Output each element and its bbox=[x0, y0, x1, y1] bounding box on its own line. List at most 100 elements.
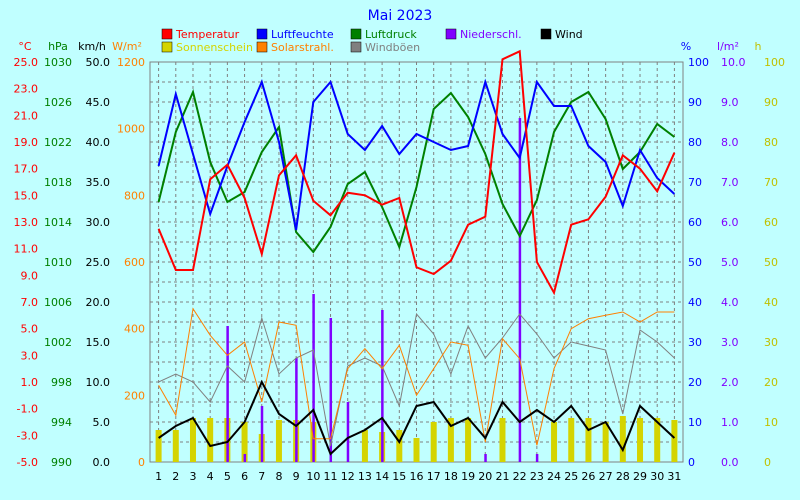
x-tick-label: 8 bbox=[275, 470, 282, 483]
legend-swatch bbox=[350, 41, 362, 53]
y-tick-label-humidity: 50 bbox=[688, 256, 702, 269]
sunshine-bar bbox=[155, 430, 162, 462]
sunshine-bar bbox=[585, 418, 592, 462]
y-tick-label-solar: 1000 bbox=[117, 123, 145, 136]
sunshine-bar bbox=[241, 422, 248, 462]
x-tick-label: 31 bbox=[667, 470, 681, 483]
legend-swatch bbox=[161, 28, 173, 40]
legend-label: Sonnenschein bbox=[176, 41, 253, 54]
y-tick-label-precip: 6.0 bbox=[721, 216, 739, 229]
x-tick-label: 19 bbox=[461, 470, 475, 483]
y-tick-label-humidity: 90 bbox=[688, 96, 702, 109]
y-tick-label-sunshine: 20 bbox=[764, 376, 778, 389]
x-tick-label: 17 bbox=[427, 470, 441, 483]
y-tick-label-temp: 1.0 bbox=[21, 376, 39, 389]
y-tick-label-sunshine: 100 bbox=[764, 56, 785, 69]
y-tick-label-temp: -5.0 bbox=[17, 456, 38, 469]
y-tick-label-pressure: 998 bbox=[51, 376, 72, 389]
y-tick-label-solar: 0 bbox=[138, 456, 145, 469]
y-tick-label-sunshine: 0 bbox=[764, 456, 771, 469]
y-tick-label-pressure: 1026 bbox=[44, 96, 72, 109]
y-tick-label-solar: 1200 bbox=[117, 56, 145, 69]
y-tick-label-precip: 4.0 bbox=[721, 296, 739, 309]
y-tick-label-sunshine: 80 bbox=[764, 136, 778, 149]
y-tick-label-pressure: 994 bbox=[51, 416, 72, 429]
precip-bar bbox=[484, 454, 487, 462]
x-tick-label: 28 bbox=[616, 470, 630, 483]
y-tick-label-wind: 5.0 bbox=[93, 416, 111, 429]
y-tick-label-humidity: 0 bbox=[688, 456, 695, 469]
x-tick-label: 21 bbox=[495, 470, 509, 483]
y-tick-label-sunshine: 40 bbox=[764, 296, 778, 309]
axis-label-pressure: hPa bbox=[48, 40, 68, 53]
y-tick-label-humidity: 80 bbox=[688, 136, 702, 149]
legend-label: Solarstrahl. bbox=[271, 41, 334, 54]
legend-label: Windböen bbox=[365, 41, 420, 54]
y-tick-label-temp: 15.0 bbox=[14, 189, 39, 202]
x-tick-label: 3 bbox=[189, 470, 196, 483]
y-tick-label-temp: 25.0 bbox=[14, 56, 39, 69]
y-tick-label-pressure: 1030 bbox=[44, 56, 72, 69]
y-tick-label-precip: 1.0 bbox=[721, 416, 739, 429]
series-line-luftdruck bbox=[157, 88, 676, 254]
y-tick-label-wind: 25.0 bbox=[86, 256, 111, 269]
legend-label: Niederschl. bbox=[460, 28, 522, 41]
x-tick-label: 13 bbox=[358, 470, 372, 483]
y-tick-label-pressure: 1018 bbox=[44, 176, 72, 189]
sunshine-bar bbox=[413, 438, 420, 462]
x-tick-label: 1 bbox=[155, 470, 162, 483]
y-tick-label-wind: 45.0 bbox=[86, 96, 111, 109]
x-tick-label: 16 bbox=[410, 470, 424, 483]
y-tick-label-pressure: 1014 bbox=[44, 216, 72, 229]
y-tick-label-temp: 17.0 bbox=[14, 163, 39, 176]
y-tick-label-precip: 0.0 bbox=[721, 456, 739, 469]
x-tick-label: 10 bbox=[306, 470, 320, 483]
y-tick-label-temp: 23.0 bbox=[14, 83, 39, 96]
x-tick-label: 12 bbox=[341, 470, 355, 483]
y-tick-label-temp: 9.0 bbox=[21, 269, 39, 282]
y-tick-label-temp: -3.0 bbox=[17, 429, 38, 442]
sunshine-bar bbox=[361, 430, 368, 462]
y-tick-label-precip: 10.0 bbox=[721, 56, 746, 69]
sunshine-bar bbox=[172, 430, 179, 462]
precip-bar bbox=[329, 318, 333, 462]
sunshine-bar bbox=[499, 418, 506, 462]
series-line-temperatur bbox=[157, 49, 676, 296]
axis-label-temp: °C bbox=[18, 40, 32, 53]
x-tick-label: 15 bbox=[392, 470, 406, 483]
precip-bar bbox=[243, 454, 247, 462]
x-tick-label: 18 bbox=[444, 470, 458, 483]
legend-swatch bbox=[445, 28, 457, 40]
y-tick-label-temp: 5.0 bbox=[21, 323, 39, 336]
y-tick-label-solar: 200 bbox=[124, 389, 145, 402]
legend-label: Luftdruck bbox=[365, 28, 417, 41]
x-tick-label: 23 bbox=[530, 470, 544, 483]
x-tick-label: 5 bbox=[224, 470, 231, 483]
sunshine-bar bbox=[465, 418, 472, 462]
y-tick-label-humidity: 10 bbox=[688, 416, 702, 429]
sunshine-bar bbox=[275, 420, 282, 462]
legend-swatch bbox=[256, 41, 268, 53]
y-tick-label-humidity: 60 bbox=[688, 216, 702, 229]
precip-bar bbox=[295, 358, 298, 462]
y-tick-label-humidity: 30 bbox=[688, 336, 702, 349]
legend-swatch bbox=[540, 28, 552, 40]
y-tick-label-sunshine: 10 bbox=[764, 416, 778, 429]
sunshine-bar bbox=[551, 422, 558, 462]
sunshine-bar bbox=[430, 422, 437, 462]
legend-label: Temperatur bbox=[175, 28, 240, 41]
series-line-solarstrahl bbox=[158, 307, 675, 446]
y-tick-label-wind: 20.0 bbox=[86, 296, 111, 309]
precip-bar bbox=[312, 294, 315, 462]
series-line-windben bbox=[158, 312, 675, 447]
y-tick-label-solar: 800 bbox=[124, 189, 145, 202]
y-tick-label-pressure: 990 bbox=[51, 456, 72, 469]
x-tick-label: 7 bbox=[258, 470, 265, 483]
y-tick-label-pressure: 1022 bbox=[44, 136, 72, 149]
precip-bar bbox=[535, 454, 539, 462]
x-tick-label: 14 bbox=[375, 470, 389, 483]
legend-swatch bbox=[256, 28, 268, 40]
y-tick-label-temp: -1.0 bbox=[17, 403, 38, 416]
